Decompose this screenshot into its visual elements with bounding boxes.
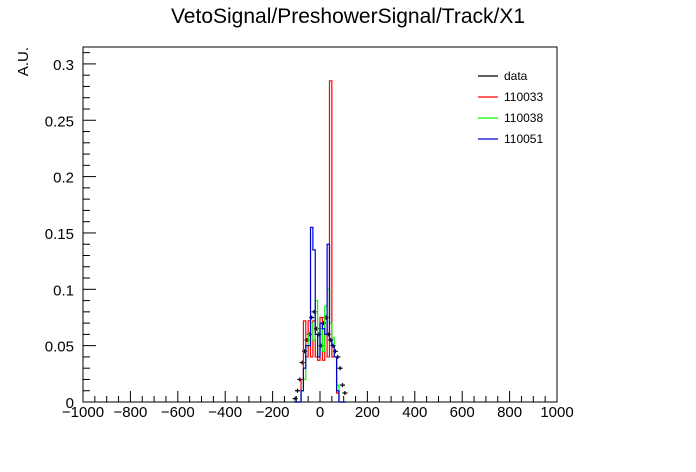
data-point: [342, 390, 348, 395]
x-tick-label: 600: [450, 404, 475, 421]
y-axis-title: A.U.: [15, 47, 32, 76]
data-point: [292, 396, 298, 401]
y-tick-label: 0.25: [45, 113, 74, 130]
data-point: [340, 383, 346, 388]
legend-label: 110051: [504, 132, 543, 146]
legend-item-110038: 110038: [478, 111, 543, 125]
data-point: [337, 366, 343, 371]
x-tick-label: −200: [256, 404, 290, 421]
x-tick-label: −1000: [62, 404, 104, 421]
legend-item-data: data: [478, 69, 528, 83]
legend: data 110033 110038 110051: [478, 69, 543, 146]
axes-layer: −1000 −800 −600 −400 −200 0 200 400 600 800 1000 0 0…: [45, 52, 574, 421]
legend-label: 110033: [504, 90, 543, 104]
x-tick-label: −800: [114, 404, 148, 421]
x-tick-label: 0: [316, 404, 324, 421]
x-tick-label: 800: [497, 404, 522, 421]
y-tick-label: 0.1: [53, 282, 74, 299]
legend-label: data: [504, 69, 528, 83]
y-tick-label: 0.15: [45, 226, 74, 243]
x-tick-label: −600: [161, 404, 195, 421]
y-tick-label: 0: [66, 395, 74, 412]
x-tick-label: −400: [208, 404, 242, 421]
series-layer: [292, 80, 348, 403]
data-point: [294, 388, 300, 393]
y-tick-label: 0.3: [53, 57, 74, 74]
y-tick-label: 0.05: [45, 339, 74, 356]
x-tick-label: 1000: [540, 404, 573, 421]
x-tick-label: 200: [355, 404, 380, 421]
legend-item-110033: 110033: [478, 90, 543, 104]
y-tick-label: 0.2: [53, 170, 74, 187]
x-tick-label: 400: [402, 404, 427, 421]
legend-item-110051: 110051: [478, 132, 543, 146]
legend-label: 110038: [504, 111, 543, 125]
chart-title: VetoSignal/PreshowerSignal/Track/X1: [171, 5, 525, 28]
series-110051-step-line: [293, 226, 347, 403]
